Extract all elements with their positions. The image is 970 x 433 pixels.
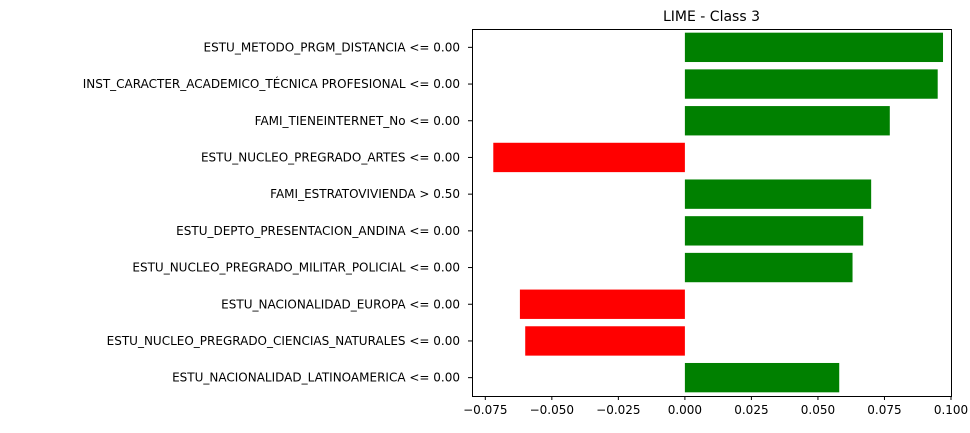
y-tick-label: ESTU_NACIONALIDAD_LATINOAMERICA <= 0.00 [172,371,460,385]
x-tick-label: 0.050 [801,403,835,417]
bar-8 [519,289,685,319]
y-tick-label: FAMI_TIENEINTERNET_No <= 0.00 [255,114,460,128]
x-tick-label: 0.000 [668,403,702,417]
bar-5 [684,179,872,209]
y-tick-label: ESTU_NUCLEO_PREGRADO_MILITAR_POLICIAL <=… [132,261,460,275]
bar-7 [684,252,853,283]
x-tick-label: −0.075 [463,403,507,417]
bar-1 [684,32,944,63]
y-tick-label: ESTU_DEPTO_PRESENTACION_ANDINA <= 0.00 [176,224,460,238]
x-axis: −0.075 −0.050 −0.025 0.000 0.025 0.050 0.075 0.… [463,396,968,417]
x-tick-label: 0.025 [734,403,768,417]
y-tick-label: INST_CARACTER_ACADEMICO_TÉCNICA PROFESIO… [83,76,460,91]
bar-10 [684,362,840,393]
y-tick-label: ESTU_METODO_PRGM_DISTANCIA <= 0.00 [204,40,461,54]
y-tick-label: ESTU_NUCLEO_PREGRADO_CIENCIAS_NATURALES … [107,334,460,348]
plot-frame [472,29,952,397]
bar-3 [684,106,890,136]
y-tick-labels: ESTU_METODO_PRGM_DISTANCIA <= 0.00 INST_C… [83,40,472,385]
bars-group [493,32,944,393]
bar-9 [525,326,685,356]
bar-2 [684,69,938,99]
chart-title: LIME - Class 3 [663,9,760,25]
x-tick-label: 0.100 [934,403,968,417]
x-tick-label: −0.025 [596,403,640,417]
y-tick-label: ESTU_NACIONALIDAD_EUROPA <= 0.00 [221,297,460,311]
y-tick-label: FAMI_ESTRATOVIVIENDA > 0.50 [270,187,460,201]
x-tick-label: −0.050 [530,403,574,417]
x-tick-label: 0.075 [867,403,901,417]
y-tick-label: ESTU_NUCLEO_PREGRADO_ARTES <= 0.00 [201,150,460,164]
bar-4 [493,142,685,173]
bar-6 [684,216,864,246]
